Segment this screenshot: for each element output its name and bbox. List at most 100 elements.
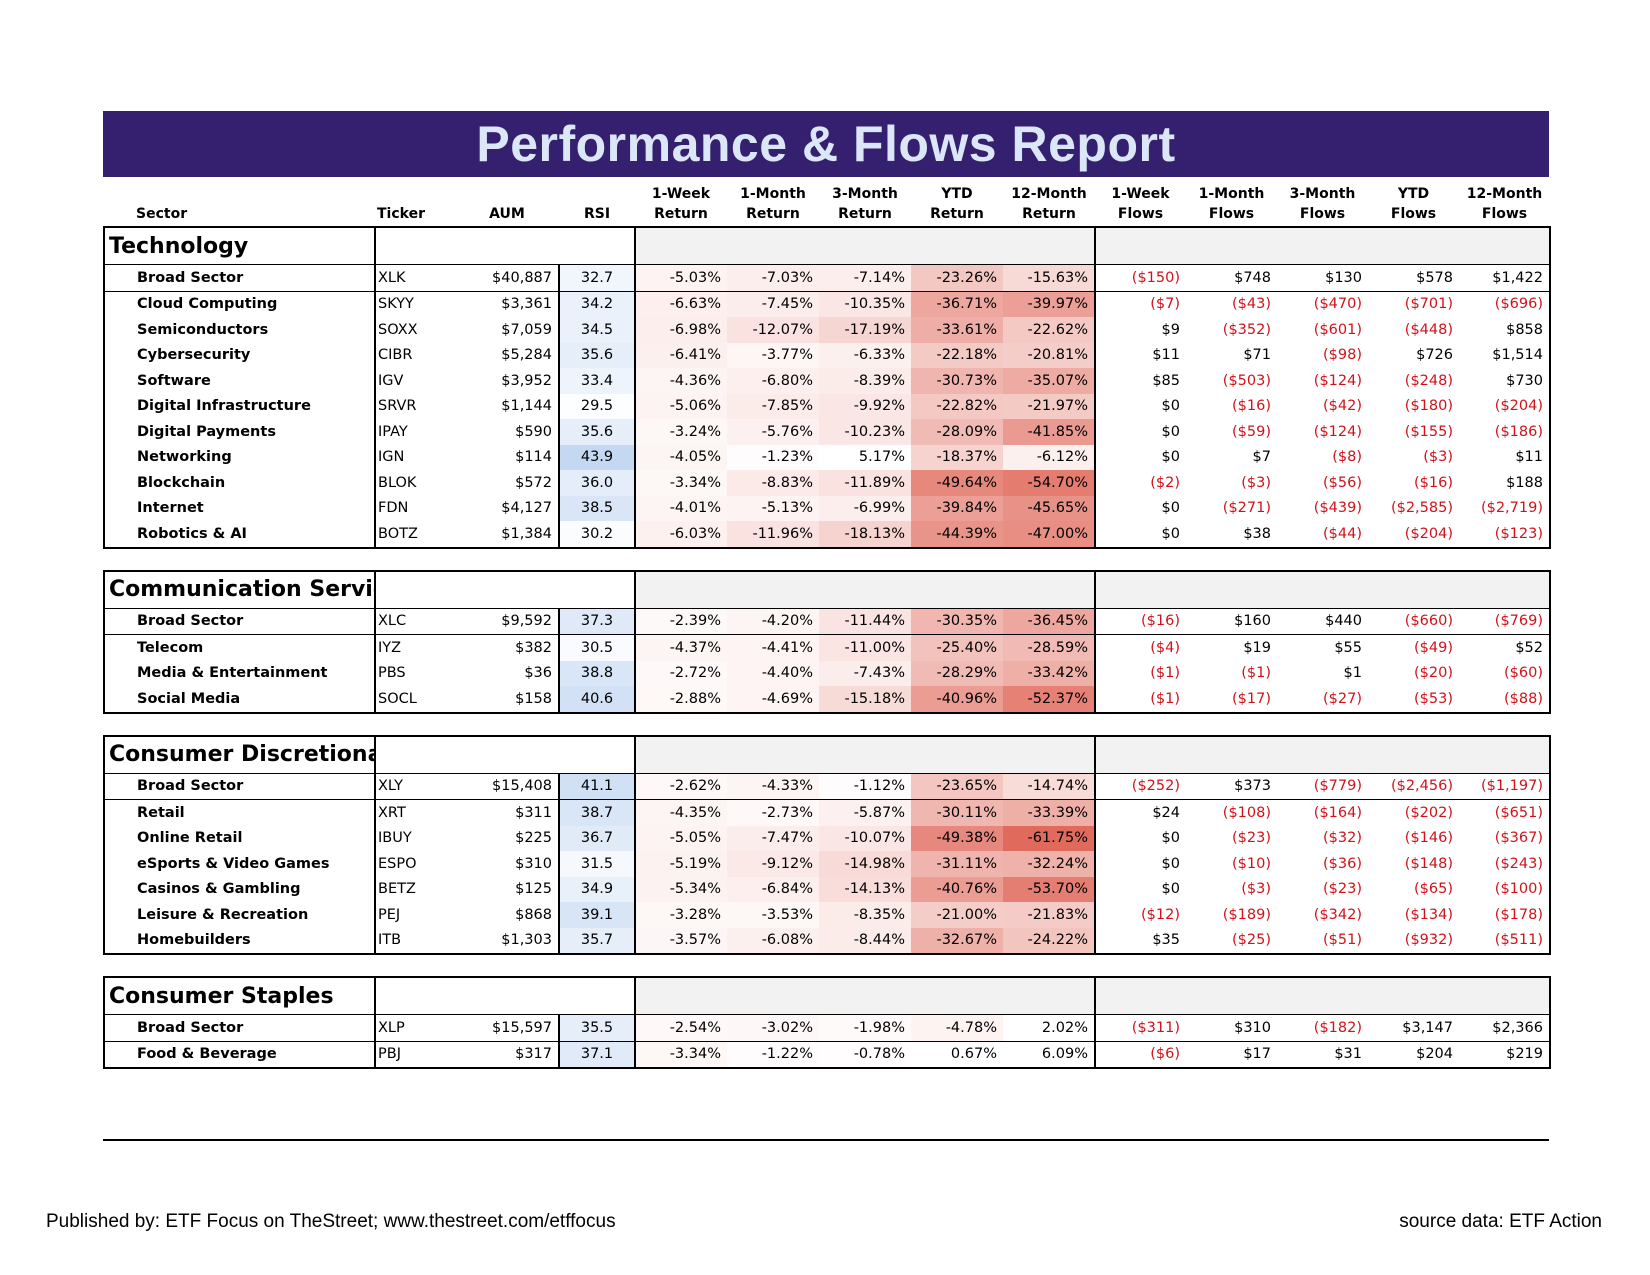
return-1m: -9.12% xyxy=(727,851,819,877)
return-3m: -10.35% xyxy=(819,290,911,317)
flows-1m: ($43) xyxy=(1186,290,1277,317)
sector-name: Leisure & Recreation xyxy=(103,902,376,928)
rsi-value: 36.7 xyxy=(559,825,636,851)
flows-1m: ($108) xyxy=(1186,799,1277,826)
column-header: 1-Month Flows xyxy=(1186,178,1277,227)
return-1m: -5.13% xyxy=(727,495,819,521)
return-12m: -15.63% xyxy=(1003,264,1096,291)
column-header: 1-Week Flows xyxy=(1095,178,1186,227)
rsi-value: 37.3 xyxy=(559,608,636,635)
return-ytd: -30.73% xyxy=(911,368,1003,394)
return-1w: -2.39% xyxy=(635,608,727,635)
return-3m: 5.17% xyxy=(819,444,911,470)
return-12m: -33.39% xyxy=(1003,799,1096,826)
return-12m: -21.83% xyxy=(1003,902,1096,928)
aum-value: $158 xyxy=(455,686,560,714)
return-1m: -1.23% xyxy=(727,444,819,470)
return-ytd: -4.78% xyxy=(911,1014,1003,1041)
return-1w: -5.05% xyxy=(635,825,727,851)
flows-1w: $0 xyxy=(1161,500,1180,517)
table-body: Technology Broad Sector XLK $40,887 32.7 -5.0… xyxy=(103,226,1551,1069)
section-header-row: Consumer Staples xyxy=(103,976,1551,1015)
table-row: Food & Beverage PBJ $317 37.1 -3.34% -1.22% -0… xyxy=(103,1040,1551,1069)
rsi-value: 39.1 xyxy=(559,902,636,928)
flows-1m: ($17) xyxy=(1186,686,1277,714)
return-ytd: -25.40% xyxy=(911,634,1003,661)
flows-1m: ($3) xyxy=(1241,881,1271,898)
ticker: SOXX xyxy=(378,321,418,338)
source-data-text: source data: ETF Action xyxy=(1399,1211,1602,1232)
table-row: Cloud Computing SKYY $3,361 34.2 -6.63% -7.45… xyxy=(103,290,1551,317)
return-1w: -5.03% xyxy=(635,264,727,291)
return-1m: -7.03% xyxy=(727,264,819,291)
ticker: BOTZ xyxy=(375,521,455,549)
table-row: Casinos & Gambling BETZ $125 34.9 -5.34% -6.8… xyxy=(103,876,1551,902)
flows-12m: $188 xyxy=(1459,470,1551,496)
return-12m: -41.85% xyxy=(1003,419,1096,445)
column-header: 1-Week Return xyxy=(635,178,727,227)
ticker: XLY xyxy=(378,778,403,795)
section-header-row: Technology xyxy=(103,226,1551,265)
rsi-value: 29.5 xyxy=(559,393,636,419)
flows-ytd: ($448) xyxy=(1404,321,1453,338)
flows-1m: ($271) xyxy=(1222,500,1271,517)
return-1m: -4.41% xyxy=(727,634,819,661)
flows-3m: $31 xyxy=(1277,1040,1368,1069)
ticker: IPAY xyxy=(378,423,408,440)
sector-name: Telecom xyxy=(103,634,376,661)
return-ytd: -31.11% xyxy=(911,851,1003,877)
sector-name: Robotics & AI xyxy=(103,521,376,549)
return-3m: -0.78% xyxy=(819,1040,911,1069)
ticker: BLOK xyxy=(378,474,417,491)
flows-3m: ($779) xyxy=(1313,778,1362,795)
table-row: Digital Infrastructure SRVR $1,144 29.5 -5.0… xyxy=(103,393,1551,419)
return-3m: -6.99% xyxy=(819,495,911,521)
return-1w: -2.88% xyxy=(635,686,727,714)
table-row: Broad Sector XLY $15,408 41.1 -2.62% -4.33% -1… xyxy=(103,773,1551,800)
return-12m: -32.24% xyxy=(1003,851,1096,877)
return-1w: -2.62% xyxy=(635,773,727,800)
return-3m: -8.39% xyxy=(819,368,911,394)
sector-name: Broad Sector xyxy=(103,773,376,800)
column-header: YTD Return xyxy=(911,178,1003,227)
ticker: FDN xyxy=(378,500,409,517)
return-1w: -4.05% xyxy=(635,444,727,470)
return-ytd: -39.84% xyxy=(911,495,1003,521)
column-header: 3-Month Return xyxy=(819,178,911,227)
flows-1m: $310 xyxy=(1234,1019,1271,1036)
flows-ytd: ($248) xyxy=(1404,372,1453,389)
flows-1w: $0 xyxy=(1161,423,1180,440)
return-1m: -4.20% xyxy=(727,608,819,635)
return-12m: -21.97% xyxy=(1003,393,1096,419)
flows-12m: ($696) xyxy=(1459,290,1551,317)
flows-12m: ($651) xyxy=(1459,799,1551,826)
return-1m: -4.40% xyxy=(727,660,819,686)
flows-1w: ($7) xyxy=(1095,290,1186,317)
flows-1m: ($23) xyxy=(1232,830,1271,847)
return-1w: -5.19% xyxy=(635,851,727,877)
flows-1w: $35 xyxy=(1095,927,1186,955)
aum-value: $1,303 xyxy=(455,927,560,955)
rsi-value: 38.7 xyxy=(559,799,636,826)
aum-value: $5,284 xyxy=(455,342,560,368)
flows-ytd: ($16) xyxy=(1414,474,1453,491)
rsi-value: 38.5 xyxy=(559,495,636,521)
return-1m: -3.77% xyxy=(727,342,819,368)
return-1m: -5.76% xyxy=(727,419,819,445)
flows-12m: ($60) xyxy=(1459,660,1551,686)
table-row: Homebuilders ITB $1,303 35.7 -3.57% -6.08% -8.… xyxy=(103,927,1551,955)
return-1w: -6.98% xyxy=(635,317,727,343)
sector-name: Internet xyxy=(103,495,376,521)
flows-12m: ($511) xyxy=(1459,927,1551,955)
table-row: Broad Sector XLC $9,592 37.3 -2.39% -4.20% -11… xyxy=(103,608,1551,635)
sector-name: Cloud Computing xyxy=(103,290,376,317)
flows-ytd: ($53) xyxy=(1368,686,1459,714)
return-1w: -3.57% xyxy=(635,927,727,955)
return-ytd: -28.09% xyxy=(911,419,1003,445)
return-1w: -2.54% xyxy=(635,1014,727,1041)
ticker: XLC xyxy=(378,613,407,630)
flows-1m: ($10) xyxy=(1232,855,1271,872)
flows-3m: ($439) xyxy=(1313,500,1362,517)
rsi-value: 30.5 xyxy=(559,634,636,661)
return-12m: -39.97% xyxy=(1003,290,1096,317)
